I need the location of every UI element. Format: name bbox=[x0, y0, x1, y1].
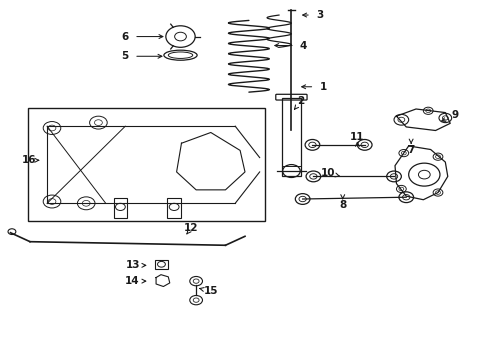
Bar bbox=[282, 98, 301, 176]
Text: 1: 1 bbox=[319, 82, 327, 92]
Bar bbox=[155, 260, 168, 269]
Text: 14: 14 bbox=[125, 276, 140, 286]
Text: 15: 15 bbox=[203, 286, 218, 296]
Text: 5: 5 bbox=[122, 51, 129, 61]
Text: 9: 9 bbox=[452, 111, 459, 121]
Text: 6: 6 bbox=[122, 32, 129, 41]
Text: 8: 8 bbox=[339, 200, 346, 210]
Bar bbox=[27, 108, 265, 221]
Text: 11: 11 bbox=[350, 132, 365, 142]
Bar bbox=[167, 198, 181, 218]
Text: 2: 2 bbox=[297, 96, 305, 106]
Text: 13: 13 bbox=[125, 260, 140, 270]
Text: 7: 7 bbox=[408, 144, 415, 154]
Text: 16: 16 bbox=[22, 155, 36, 165]
Text: 3: 3 bbox=[316, 10, 323, 20]
Text: 12: 12 bbox=[184, 224, 198, 233]
Text: 10: 10 bbox=[321, 168, 335, 178]
Text: 4: 4 bbox=[300, 41, 307, 50]
Bar bbox=[114, 198, 127, 218]
